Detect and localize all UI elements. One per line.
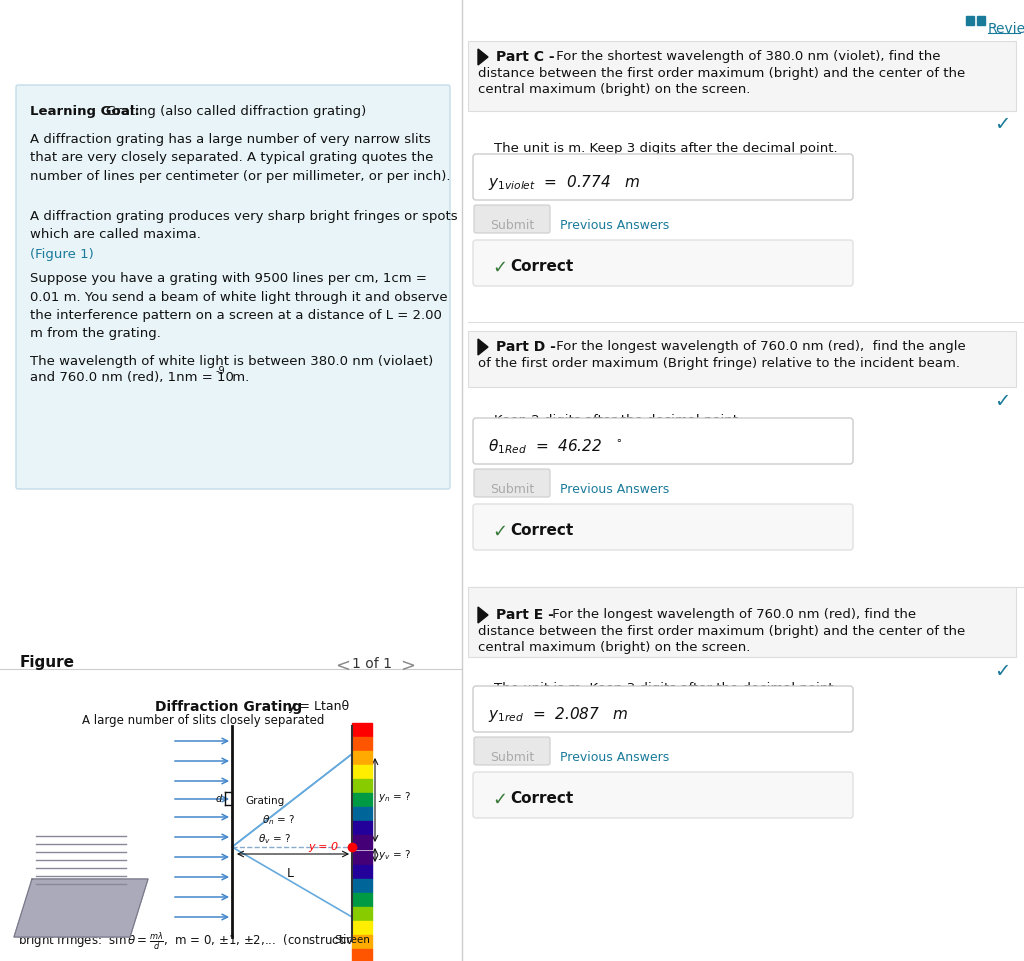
Text: $y_n$ = ?: $y_n$ = ?: [378, 789, 412, 803]
Text: m.: m.: [228, 371, 249, 383]
Bar: [352, 949, 372, 961]
Text: central maximum (bright) on the screen.: central maximum (bright) on the screen.: [478, 83, 751, 96]
Text: Grating: Grating: [245, 795, 285, 805]
Text: Previous Answers: Previous Answers: [560, 751, 670, 763]
Text: Submit: Submit: [489, 751, 535, 763]
Bar: [352, 835, 372, 850]
Text: Previous Answers: Previous Answers: [560, 219, 670, 232]
Text: <: <: [335, 656, 350, 675]
Text: For the longest wavelength of 760.0 nm (red),  find the angle: For the longest wavelength of 760.0 nm (…: [552, 339, 966, 353]
Text: Grating (also called diffraction grating): Grating (also called diffraction grating…: [106, 105, 367, 118]
Text: Previous Answers: Previous Answers: [560, 482, 670, 496]
Text: ✓: ✓: [993, 661, 1010, 680]
FancyBboxPatch shape: [474, 470, 550, 498]
Bar: [352, 893, 372, 907]
Text: A diffraction grating produces very sharp bright fringes or spots
which are call: A diffraction grating produces very shar…: [30, 209, 458, 241]
Text: Suppose you have a grating with 9500 lines per cm, 1cm =
0.01 m. You send a beam: Suppose you have a grating with 9500 lin…: [30, 272, 447, 340]
Text: A large number of slits closely separated: A large number of slits closely separate…: [82, 713, 325, 727]
FancyBboxPatch shape: [468, 587, 1016, 657]
FancyBboxPatch shape: [473, 155, 853, 201]
Text: $\theta_v$ = ?: $\theta_v$ = ?: [258, 831, 291, 845]
Bar: [966, 17, 974, 26]
FancyBboxPatch shape: [468, 332, 1016, 387]
Bar: [352, 752, 372, 765]
Text: $y_{1violet}$  =  0.774   m: $y_{1violet}$ = 0.774 m: [488, 173, 640, 192]
Text: A diffraction grating has a large number of very narrow slits
that are very clos: A diffraction grating has a large number…: [30, 133, 451, 183]
FancyBboxPatch shape: [473, 241, 853, 286]
Text: Part D -: Part D -: [496, 339, 556, 354]
Text: Keep 2 digits after the decimal point.: Keep 2 digits after the decimal point.: [494, 413, 742, 427]
Text: and 760.0 nm (red), 1nm = 10: and 760.0 nm (red), 1nm = 10: [30, 371, 233, 383]
Text: distance between the first order maximum (bright) and the center of the: distance between the first order maximum…: [478, 625, 966, 637]
Bar: [352, 807, 372, 821]
Text: ✓: ✓: [993, 115, 1010, 134]
Text: of the first order maximum (Bright fringe) relative to the incident beam.: of the first order maximum (Bright fring…: [478, 357, 961, 370]
Bar: [352, 851, 372, 865]
Text: For the shortest wavelength of 380.0 nm (violet), find the: For the shortest wavelength of 380.0 nm …: [552, 50, 940, 62]
Text: 1 of 1: 1 of 1: [352, 656, 392, 671]
Text: Review: Review: [988, 22, 1024, 36]
Text: ✓: ✓: [492, 790, 507, 808]
FancyBboxPatch shape: [473, 419, 853, 464]
Text: The unit is m. Keep 3 digits after the decimal point.: The unit is m. Keep 3 digits after the d…: [494, 142, 838, 155]
Text: bright fringes:  $\sin\theta = \frac{m\lambda}{d}$,  m = 0, $\pm$1, $\pm$2,...  : bright fringes: $\sin\theta = \frac{m\la…: [18, 929, 366, 952]
FancyBboxPatch shape: [474, 737, 550, 765]
Text: >: >: [400, 656, 415, 675]
Text: Diffraction Grating: Diffraction Grating: [155, 700, 302, 713]
Text: Correct: Correct: [510, 790, 573, 805]
FancyBboxPatch shape: [468, 42, 1016, 111]
Polygon shape: [478, 339, 488, 356]
Bar: [352, 724, 372, 737]
Text: For the longest wavelength of 760.0 nm (red), find the: For the longest wavelength of 760.0 nm (…: [548, 607, 916, 621]
Text: Submit: Submit: [489, 219, 535, 232]
Text: Figure: Figure: [20, 654, 75, 669]
Text: Correct: Correct: [510, 523, 573, 537]
Bar: [352, 907, 372, 921]
Text: Part E -: Part E -: [496, 607, 554, 622]
Text: $\theta_n$ = ?: $\theta_n$ = ?: [262, 812, 295, 825]
Bar: [352, 765, 372, 779]
Text: Learning Goal:: Learning Goal:: [30, 105, 139, 118]
Bar: [352, 879, 372, 893]
Text: -9: -9: [216, 365, 225, 376]
Bar: [977, 17, 985, 26]
Text: ✓: ✓: [492, 523, 507, 540]
Polygon shape: [478, 607, 488, 624]
Bar: [352, 779, 372, 793]
Bar: [352, 865, 372, 879]
Text: Screen: Screen: [334, 934, 370, 944]
Text: distance between the first order maximum (bright) and the center of the: distance between the first order maximum…: [478, 67, 966, 80]
FancyBboxPatch shape: [473, 686, 853, 732]
FancyBboxPatch shape: [16, 86, 450, 489]
Bar: [352, 921, 372, 935]
Text: The unit is m. Keep 3 digits after the decimal point.: The unit is m. Keep 3 digits after the d…: [494, 681, 838, 694]
Text: Submit: Submit: [489, 482, 535, 496]
Text: y = 0: y = 0: [308, 841, 338, 851]
Text: $y_v$ = ?: $y_v$ = ?: [378, 847, 411, 861]
Text: Correct: Correct: [510, 259, 573, 274]
Text: L: L: [287, 866, 294, 879]
Text: y = Ltanθ: y = Ltanθ: [288, 700, 349, 712]
Bar: [352, 737, 372, 752]
Bar: [352, 935, 372, 949]
Text: ✓: ✓: [492, 259, 507, 277]
Text: central maximum (bright) on the screen.: central maximum (bright) on the screen.: [478, 640, 751, 653]
Text: The wavelength of white light is between 380.0 nm (violaet): The wavelength of white light is between…: [30, 355, 433, 368]
Text: $\theta_{1Red}$  =  46.22   $^{\circ}$: $\theta_{1Red}$ = 46.22 $^{\circ}$: [488, 436, 623, 456]
FancyBboxPatch shape: [473, 773, 853, 818]
Text: $y_{1red}$  =  2.087   m: $y_{1red}$ = 2.087 m: [488, 704, 629, 724]
Text: d: d: [216, 793, 222, 803]
Polygon shape: [478, 50, 488, 66]
Polygon shape: [14, 879, 148, 937]
Bar: [352, 793, 372, 807]
Text: Part C -: Part C -: [496, 50, 555, 64]
FancyBboxPatch shape: [474, 206, 550, 234]
FancyBboxPatch shape: [473, 505, 853, 551]
Bar: [352, 821, 372, 835]
Text: ✓: ✓: [993, 391, 1010, 410]
Text: (Figure 1): (Figure 1): [30, 248, 94, 260]
